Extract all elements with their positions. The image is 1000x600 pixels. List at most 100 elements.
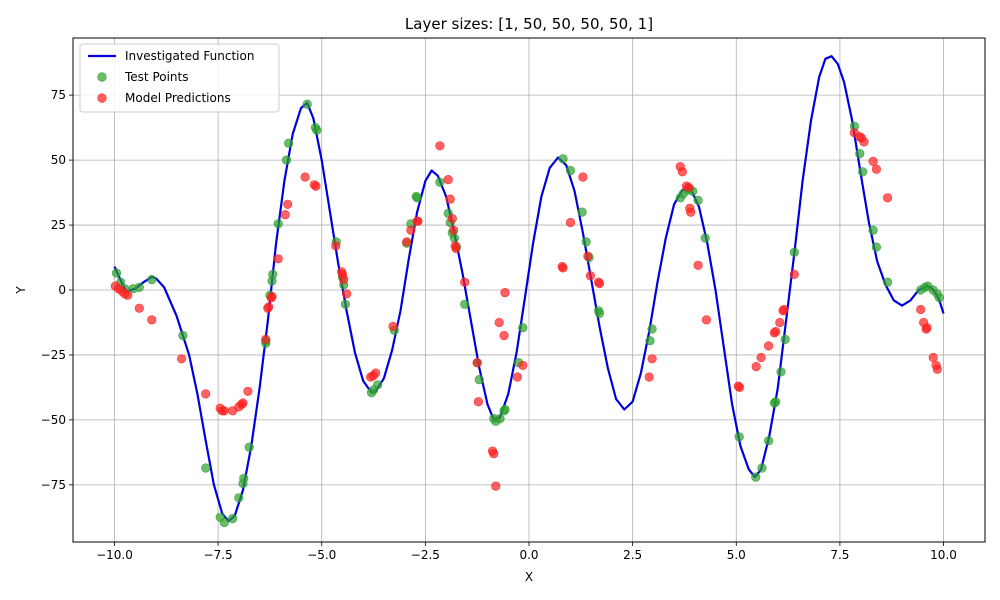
- prediction-point: [763, 341, 774, 351]
- x-tick-label: −10.0: [96, 548, 133, 562]
- x-tick-label: 5.0: [727, 548, 746, 562]
- test-point: [373, 380, 383, 390]
- prediction-point: [491, 481, 501, 491]
- prediction-point: [134, 303, 144, 313]
- prediction-point: [435, 141, 445, 151]
- x-axis-label: X: [525, 570, 533, 584]
- test-point: [647, 324, 657, 334]
- prediction-point: [331, 241, 341, 251]
- legend-marker-swatch: [97, 93, 107, 103]
- prediction-point: [499, 330, 509, 341]
- x-axis-ticks: −10.0 −7.5 −5.0 −2.5 0.0 2.5 5.0 7.5 10.0: [96, 542, 957, 562]
- y-tick-label: −50: [41, 413, 66, 427]
- test-point: [776, 367, 786, 377]
- investigated-function-line: [113, 55, 945, 523]
- prediction-point: [585, 271, 596, 281]
- prediction-point: [342, 289, 352, 299]
- test-point: [518, 323, 528, 333]
- prediction-point: [243, 386, 253, 396]
- prediction-point: [882, 193, 893, 203]
- test-point: [302, 99, 312, 109]
- prediction-point: [273, 254, 283, 264]
- prediction-point: [123, 290, 133, 300]
- y-tick-label: 50: [51, 153, 66, 167]
- prediction-point: [734, 382, 745, 393]
- function-curve-layer: [113, 55, 945, 523]
- prediction-point: [494, 317, 504, 328]
- prediction-point: [413, 216, 423, 226]
- test-point: [460, 299, 470, 309]
- test-point: [268, 269, 278, 280]
- prediction-point: [261, 334, 271, 345]
- prediction-point: [473, 397, 484, 407]
- y-axis-ticks: −75 −50 −25 0 25 50 75: [41, 88, 73, 492]
- x-tick-label: 2.5: [623, 548, 642, 562]
- test-point: [565, 165, 576, 176]
- prediction-point: [445, 194, 455, 204]
- test-point: [219, 517, 229, 528]
- legend-label: Investigated Function: [125, 49, 254, 63]
- prediction-point: [789, 269, 799, 280]
- prediction-point: [201, 389, 211, 399]
- prediction-point: [177, 354, 187, 364]
- test-point: [244, 442, 254, 452]
- prediction-point: [594, 278, 605, 289]
- test-point: [273, 219, 283, 229]
- prediction-point: [578, 172, 588, 182]
- y-axis-label: Y: [14, 286, 28, 295]
- test-point: [581, 237, 591, 247]
- test-point: [558, 154, 568, 164]
- grid: [73, 38, 985, 542]
- legend-marker-swatch: [97, 72, 107, 82]
- test-point: [780, 334, 790, 345]
- x-tick-label: 7.5: [830, 548, 849, 562]
- legend-box: [79, 43, 280, 113]
- test-point: [147, 275, 157, 285]
- prediction-point: [300, 172, 310, 182]
- x-tick-label: 10.0: [930, 548, 957, 562]
- prediction-point: [219, 406, 229, 416]
- test-point: [594, 308, 605, 319]
- prediction-point: [693, 260, 703, 270]
- x-tick-label: −2.5: [411, 548, 440, 562]
- test-point: [284, 138, 294, 148]
- prediction-point: [267, 291, 277, 302]
- prediction-point: [311, 181, 321, 191]
- test-point: [855, 149, 865, 159]
- test-point: [474, 375, 484, 385]
- prediction-point: [647, 354, 657, 364]
- test-point: [281, 155, 292, 165]
- y-tick-label: 0: [58, 283, 66, 297]
- prediction-point: [238, 398, 248, 408]
- legend: Investigated Function Test Points Model Pr…: [79, 43, 280, 113]
- prediction-point: [388, 321, 398, 332]
- prediction-point: [779, 304, 789, 315]
- test-point: [412, 193, 422, 203]
- test-point: [868, 225, 878, 235]
- prediction-point: [449, 225, 459, 235]
- prediction-point: [683, 182, 694, 192]
- prediction-point: [583, 251, 593, 261]
- prediction-point: [751, 362, 761, 372]
- prediction-point: [460, 277, 470, 287]
- test-point: [771, 397, 781, 407]
- prediction-point: [371, 368, 381, 378]
- prediction-point: [922, 323, 932, 333]
- prediction-point: [565, 217, 576, 228]
- test-point: [645, 336, 655, 346]
- prediction-point: [859, 137, 869, 147]
- test-point: [500, 404, 510, 415]
- x-tick-label: 0.0: [519, 548, 538, 562]
- test-point: [178, 330, 188, 341]
- test-point: [435, 177, 445, 187]
- prediction-point: [518, 360, 528, 370]
- prediction-point: [644, 372, 654, 382]
- prediction-point: [280, 210, 290, 220]
- prediction-point: [512, 372, 523, 382]
- prediction-point: [686, 207, 696, 217]
- prediction-point: [558, 263, 568, 273]
- prediction-point: [264, 302, 274, 312]
- prediction-points-layer: [110, 128, 942, 491]
- test-point: [751, 472, 761, 482]
- prediction-point: [928, 352, 938, 363]
